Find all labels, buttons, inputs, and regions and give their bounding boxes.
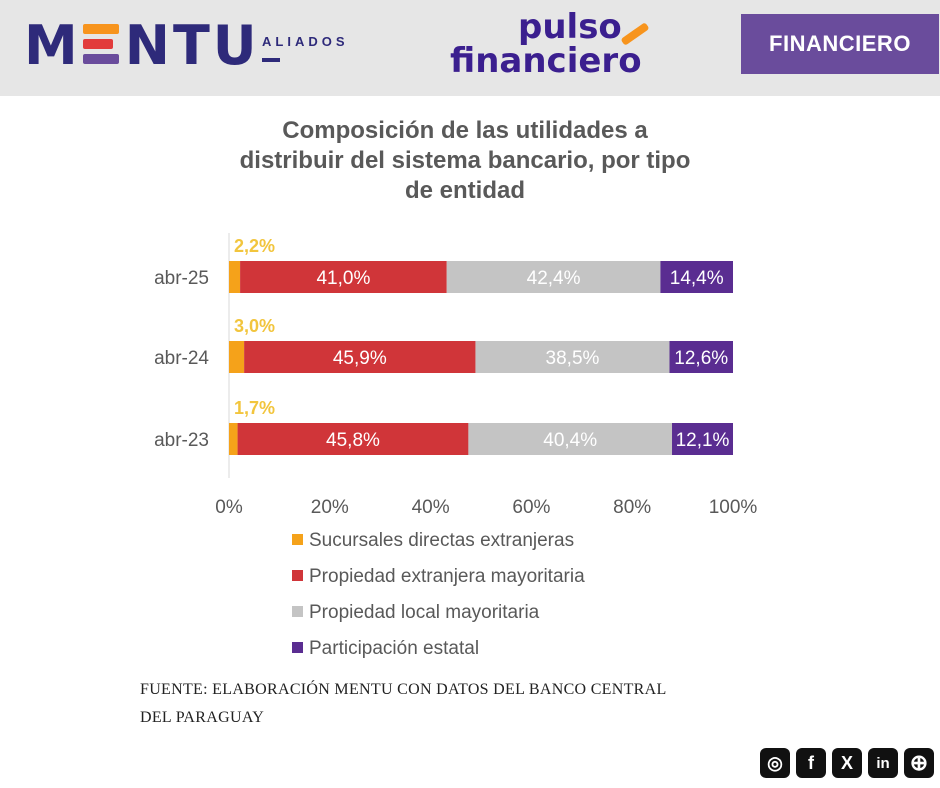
bar-segment-abr-24-2 xyxy=(475,341,670,373)
legend-label-0: Sucursales directas extranjeras xyxy=(309,530,574,551)
pulso-financiero-logo: pulso financiero xyxy=(450,10,642,78)
chart-title-line-2: distribuir del sistema bancario, por tip… xyxy=(239,147,691,174)
bar-segment-abr-25-3 xyxy=(660,261,733,293)
legend-swatch-2 xyxy=(292,606,303,617)
bar-segment-abr-24-0 xyxy=(229,341,245,373)
legend-swatch-0 xyxy=(292,534,303,545)
bar-segment-abr-23-1 xyxy=(237,423,469,455)
x-tick-label-0: 0% xyxy=(215,497,243,518)
legend-label-2: Propiedad local mayoritaria xyxy=(309,602,540,623)
chart-title-line-3: de entidad xyxy=(404,177,525,204)
web-icon[interactable]: ⊕ xyxy=(904,748,934,778)
data-label-abr-23-0: 1,7% xyxy=(234,398,275,418)
chart-title-line-1: Composición de las utilidades a xyxy=(282,117,648,144)
x-icon[interactable]: X xyxy=(832,748,862,778)
mentu-logo-ntu: NTU xyxy=(124,14,260,77)
mentu-logo-e-stripes xyxy=(82,22,123,66)
data-label-abr-24-1: 45,9% xyxy=(333,348,387,369)
source-line-2: DEL PARAGUAY xyxy=(140,709,265,726)
bar-segment-abr-23-0 xyxy=(229,423,238,455)
bar-segment-abr-25-0 xyxy=(229,261,241,293)
instagram-icon[interactable]: ◎ xyxy=(760,748,790,778)
data-label-abr-24-3: 12,6% xyxy=(674,348,728,369)
x-tick-label-2: 40% xyxy=(412,497,450,518)
data-label-abr-25-1: 41,0% xyxy=(316,268,370,289)
category-label-abr-25: abr-25 xyxy=(154,268,209,289)
bar-segment-abr-24-3 xyxy=(669,341,733,373)
bar-segment-abr-23-2 xyxy=(468,423,673,455)
legend-label-1: Propiedad extranjera mayoritaria xyxy=(309,566,585,587)
aliados-label: ALIADOS xyxy=(262,34,349,49)
data-label-abr-24-0: 3,0% xyxy=(234,316,275,336)
data-label-abr-23-2: 40,4% xyxy=(543,430,597,451)
data-label-abr-25-3: 14,4% xyxy=(670,268,724,289)
facebook-icon[interactable]: f xyxy=(796,748,826,778)
x-tick-label-1: 20% xyxy=(311,497,349,518)
pulso-logo-line1: pulso xyxy=(518,7,622,47)
x-tick-label-4: 80% xyxy=(613,497,651,518)
data-label-abr-24-2: 38,5% xyxy=(546,348,600,369)
mentu-logo-m: M xyxy=(24,14,81,77)
section-badge: FINANCIERO xyxy=(741,14,939,74)
legend-swatch-3 xyxy=(292,642,303,653)
x-tick-label-3: 60% xyxy=(512,497,550,518)
linkedin-icon[interactable]: in xyxy=(868,748,898,778)
x-tick-label-5: 100% xyxy=(709,497,758,518)
category-label-abr-24: abr-24 xyxy=(154,348,209,369)
mentu-logo: M NTU xyxy=(24,16,260,76)
chart-title: Composición de las utilidades a distribu… xyxy=(180,116,750,206)
legend-swatch-1 xyxy=(292,570,303,581)
bar-segment-abr-24-1 xyxy=(244,341,476,373)
category-label-abr-23: abr-23 xyxy=(154,430,209,451)
data-label-abr-25-0: 2,2% xyxy=(234,236,275,256)
bar-segment-abr-25-2 xyxy=(446,261,661,293)
header-bar: M NTU ALIADOS pulso financiero FINANCIERO xyxy=(0,0,940,96)
pulso-logo-line2: financiero xyxy=(450,41,642,81)
source-line-1: FUENTE: ELABORACIÓN MENTU CON DATOS DEL … xyxy=(140,681,667,698)
aliados-underline xyxy=(262,58,280,62)
source-note: FUENTE: ELABORACIÓN MENTU CON DATOS DEL … xyxy=(140,676,760,732)
data-label-abr-25-2: 42,4% xyxy=(527,268,581,289)
data-label-abr-23-1: 45,8% xyxy=(326,430,380,451)
bar-segment-abr-23-3 xyxy=(672,423,733,455)
legend-label-3: Participación estatal xyxy=(309,638,479,659)
data-label-abr-23-3: 12,1% xyxy=(676,430,730,451)
bar-segment-abr-25-1 xyxy=(240,261,447,293)
